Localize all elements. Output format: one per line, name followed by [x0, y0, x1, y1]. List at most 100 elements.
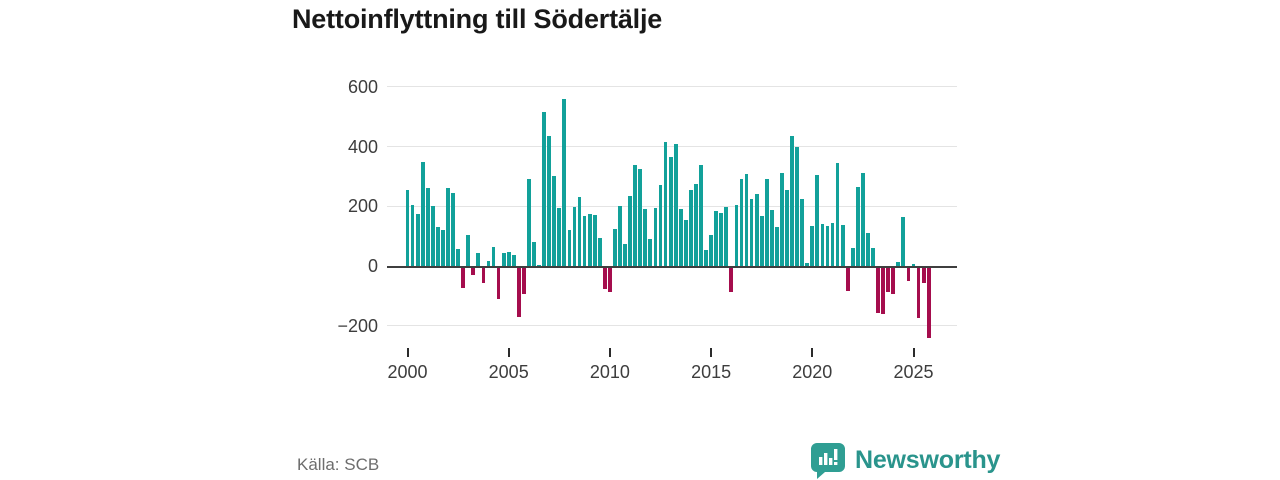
speech-bubble-shape	[811, 443, 845, 479]
y-axis-label: −200	[337, 315, 378, 336]
bar	[926, 268, 931, 338]
bar	[709, 234, 713, 266]
x-axis-label: 2005	[488, 362, 529, 382]
tick-mark	[608, 348, 611, 357]
bar	[795, 146, 800, 266]
bar	[714, 210, 719, 266]
bar	[805, 263, 810, 266]
bar	[537, 264, 541, 266]
tick-mark	[710, 348, 713, 357]
bar	[435, 227, 440, 266]
tick-mark	[912, 348, 915, 357]
bar	[527, 178, 531, 266]
bar	[790, 135, 794, 266]
bar	[835, 162, 840, 266]
bar	[866, 233, 870, 266]
bar	[769, 210, 774, 266]
bar	[840, 225, 845, 266]
bar	[587, 213, 592, 266]
bar	[785, 189, 789, 266]
bar	[699, 164, 703, 266]
bar	[466, 235, 471, 266]
bar	[749, 198, 754, 266]
tick-mark	[507, 348, 510, 357]
y-axis-label: 400	[347, 136, 378, 157]
bar	[643, 208, 648, 266]
bar	[683, 219, 688, 266]
bar	[481, 268, 486, 283]
bar	[663, 142, 668, 266]
bar	[532, 242, 536, 266]
bar	[891, 268, 896, 295]
bar	[501, 252, 506, 266]
bar	[825, 225, 830, 266]
bar	[800, 198, 805, 266]
bar	[471, 268, 476, 276]
bar	[415, 213, 420, 266]
tick-mark	[811, 348, 814, 357]
bar	[557, 207, 562, 266]
gridline	[387, 86, 957, 88]
bar	[577, 196, 582, 266]
bar	[633, 164, 638, 266]
bar	[441, 230, 445, 266]
bar	[871, 248, 875, 266]
bar	[430, 206, 435, 266]
bar	[623, 243, 627, 266]
chart-title: Nettoinflyttning till Södertälje	[292, 4, 663, 34]
newsworthy-logo: Newsworthy	[810, 441, 1000, 479]
tick-mark	[406, 348, 409, 357]
newsworthy-icon	[811, 443, 845, 479]
bar	[881, 268, 886, 314]
bar	[618, 206, 622, 266]
bar	[602, 268, 607, 289]
bar	[542, 112, 547, 266]
bar	[901, 217, 906, 266]
x-axis-label: 2010	[589, 362, 630, 382]
bar	[516, 268, 521, 318]
bar	[896, 261, 901, 266]
bar	[521, 268, 526, 294]
bar	[425, 188, 430, 266]
bar	[456, 248, 460, 266]
bar	[764, 179, 769, 266]
bar	[608, 268, 612, 292]
bar	[476, 253, 481, 266]
bar	[511, 254, 516, 266]
newsworthy-wordmark: Newsworthy	[855, 445, 1001, 474]
bar	[547, 136, 552, 266]
bar	[658, 185, 663, 266]
bar	[734, 205, 739, 266]
bar	[850, 248, 855, 266]
bar	[855, 187, 860, 266]
bar	[613, 228, 617, 266]
bar	[830, 223, 835, 266]
bar	[729, 268, 734, 293]
bar	[451, 192, 455, 266]
bar	[582, 216, 587, 266]
bar	[592, 214, 597, 266]
bar	[921, 268, 926, 283]
bar	[820, 224, 825, 266]
bar	[446, 188, 450, 266]
bar	[780, 172, 784, 266]
bar	[754, 193, 759, 266]
zero-line	[387, 266, 957, 268]
bar	[704, 249, 708, 266]
bar	[562, 99, 567, 266]
bar	[815, 175, 820, 266]
bar	[916, 268, 921, 318]
bar	[810, 225, 815, 266]
bar	[688, 190, 693, 266]
bar	[673, 143, 678, 266]
y-axis-label: 600	[347, 76, 378, 97]
bar	[759, 216, 764, 266]
bar	[861, 173, 865, 266]
bar	[886, 268, 891, 293]
gridline	[387, 146, 957, 148]
bar	[744, 174, 749, 266]
bar	[496, 268, 501, 300]
bar	[638, 168, 643, 266]
bar	[410, 204, 415, 266]
